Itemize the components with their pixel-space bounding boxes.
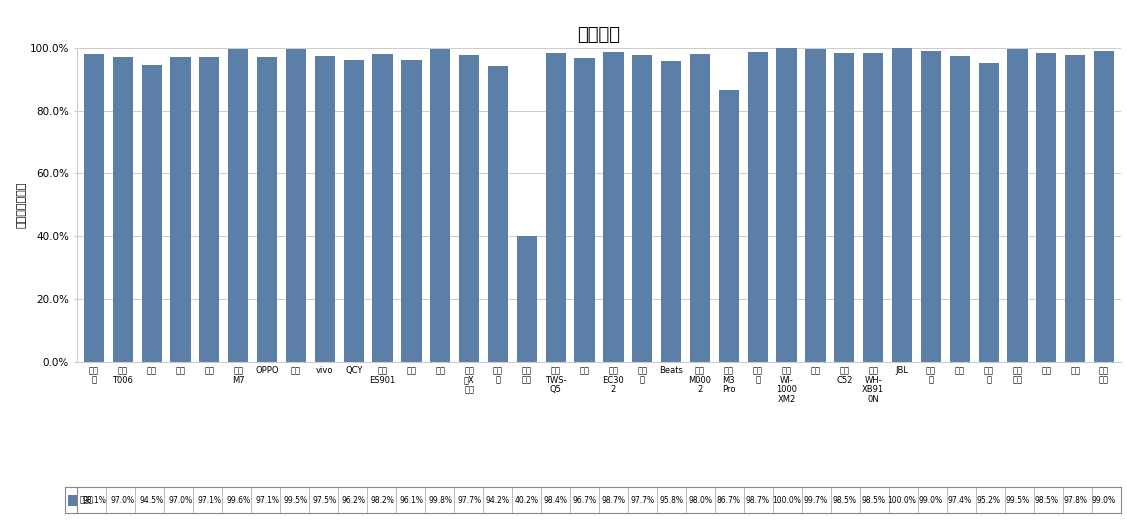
Bar: [401, 60, 421, 362]
Bar: [690, 54, 710, 362]
Text: 94.5%: 94.5%: [140, 496, 163, 504]
Bar: [228, 49, 248, 362]
Bar: [142, 65, 162, 362]
Bar: [1065, 55, 1085, 362]
Bar: [921, 51, 941, 362]
Bar: [113, 57, 133, 362]
Text: 正确率: 正确率: [80, 496, 94, 504]
Bar: [1008, 49, 1028, 362]
Bar: [632, 55, 653, 362]
Bar: [978, 63, 999, 362]
Bar: [950, 56, 970, 362]
Text: 99.0%: 99.0%: [1092, 496, 1116, 504]
Bar: [199, 57, 220, 362]
Text: 99.6%: 99.6%: [227, 496, 250, 504]
Bar: [314, 56, 335, 362]
Text: 97.7%: 97.7%: [458, 496, 481, 504]
Bar: [863, 53, 884, 362]
Bar: [1036, 53, 1056, 362]
Text: 98.5%: 98.5%: [1035, 496, 1058, 504]
Text: 96.1%: 96.1%: [399, 496, 424, 504]
Text: 100.0%: 100.0%: [772, 496, 801, 504]
Text: 97.8%: 97.8%: [1063, 496, 1088, 504]
Text: 97.1%: 97.1%: [255, 496, 279, 504]
Text: 97.0%: 97.0%: [110, 496, 135, 504]
Text: 98.0%: 98.0%: [687, 496, 712, 504]
Text: 98.2%: 98.2%: [371, 496, 394, 504]
Text: 86.7%: 86.7%: [717, 496, 740, 504]
Text: 98.7%: 98.7%: [602, 496, 625, 504]
Bar: [747, 52, 767, 362]
Bar: [777, 48, 797, 362]
Text: 96.7%: 96.7%: [573, 496, 596, 504]
Bar: [719, 89, 739, 362]
Text: 40.2%: 40.2%: [515, 496, 539, 504]
Title: 通话降噪: 通话降噪: [577, 26, 621, 44]
Text: 98.7%: 98.7%: [746, 496, 770, 504]
Text: 97.1%: 97.1%: [197, 496, 221, 504]
Text: 99.0%: 99.0%: [919, 496, 943, 504]
Bar: [83, 54, 104, 362]
Bar: [170, 57, 190, 362]
Text: 99.5%: 99.5%: [284, 496, 308, 504]
Bar: [662, 61, 681, 362]
Text: 97.5%: 97.5%: [313, 496, 337, 504]
Bar: [603, 52, 623, 362]
Bar: [545, 53, 566, 362]
Text: 99.5%: 99.5%: [1005, 496, 1030, 504]
Text: 97.7%: 97.7%: [630, 496, 655, 504]
Text: 98.1%: 98.1%: [82, 496, 106, 504]
Text: 99.8%: 99.8%: [428, 496, 452, 504]
Bar: [517, 236, 536, 362]
Bar: [488, 66, 508, 362]
Bar: [372, 54, 392, 362]
Bar: [575, 58, 595, 362]
Text: 98.5%: 98.5%: [833, 496, 857, 504]
Bar: [1094, 51, 1115, 362]
Text: 98.5%: 98.5%: [861, 496, 885, 504]
Bar: [806, 49, 826, 362]
Text: 97.0%: 97.0%: [168, 496, 193, 504]
Text: 95.2%: 95.2%: [977, 496, 1001, 504]
Text: 100.0%: 100.0%: [888, 496, 916, 504]
Text: 95.8%: 95.8%: [659, 496, 683, 504]
Bar: [257, 57, 277, 362]
Text: 94.2%: 94.2%: [486, 496, 511, 504]
Bar: [344, 60, 364, 362]
Y-axis label: 主观测试正确率: 主观测试正确率: [17, 181, 27, 228]
Text: 99.7%: 99.7%: [804, 496, 827, 504]
Text: 96.2%: 96.2%: [341, 496, 365, 504]
Text: 97.4%: 97.4%: [948, 496, 971, 504]
Bar: [834, 53, 854, 362]
Bar: [431, 48, 451, 362]
Bar: [459, 55, 479, 362]
Bar: [286, 49, 307, 362]
Text: 98.4%: 98.4%: [543, 496, 568, 504]
Bar: [891, 48, 912, 362]
